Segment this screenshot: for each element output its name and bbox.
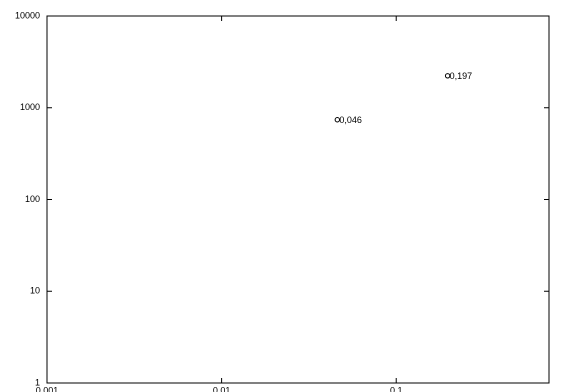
x-tick-label: 0,1 bbox=[390, 385, 403, 392]
x-tick-label: 0,001 bbox=[36, 385, 59, 392]
y-tick-label: 1000 bbox=[20, 102, 40, 112]
point bbox=[444, 73, 451, 79]
point-label: 0,046 bbox=[339, 115, 362, 125]
y-tick-label: 10000 bbox=[15, 10, 40, 20]
plot-frame bbox=[46, 15, 550, 384]
point-label: 0,197 bbox=[450, 71, 473, 81]
x-tick-label: 0,01 bbox=[213, 385, 231, 392]
point bbox=[334, 117, 341, 123]
y-tick-label: 10 bbox=[30, 286, 40, 296]
y-tick-label: 1 bbox=[35, 377, 40, 387]
y-tick-label: 100 bbox=[25, 194, 40, 204]
